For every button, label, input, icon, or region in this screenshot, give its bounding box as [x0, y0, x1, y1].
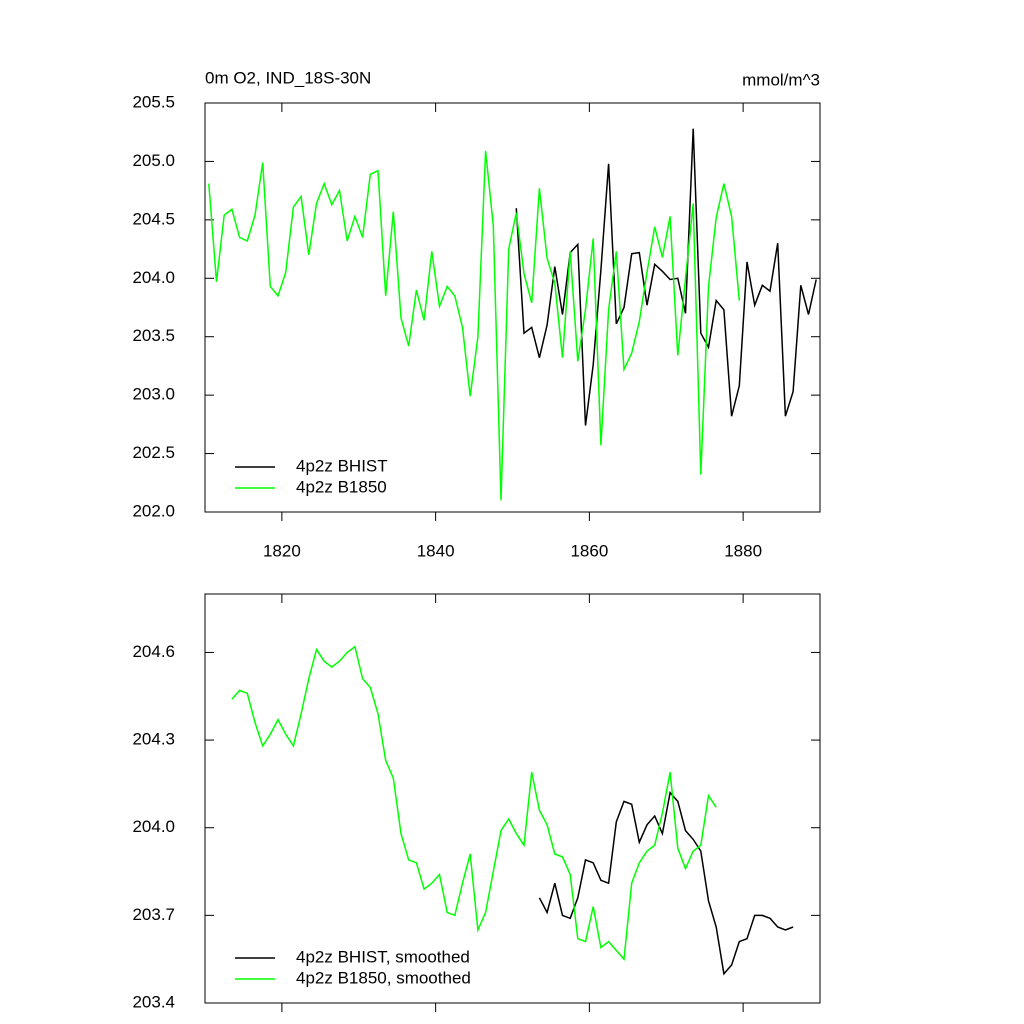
chart-title: 0m O2, IND_18S-30N	[205, 68, 371, 87]
y-tick-label: 205.0	[132, 151, 175, 170]
y-tick-label: 203.7	[132, 905, 175, 924]
x-tick-label: 1860	[570, 541, 608, 560]
plot-frame	[204, 593, 821, 1004]
plot-frame	[204, 102, 821, 513]
y-tick-label: 204.0	[132, 268, 175, 287]
y-tick-label: 204.6	[132, 642, 175, 661]
series-line	[208, 150, 741, 501]
legend-label: 4p2z BHIST	[296, 456, 388, 475]
x-tick-label: 1880	[724, 541, 762, 560]
series-line	[538, 791, 794, 976]
y-tick-label: 204.5	[132, 209, 175, 228]
y-tick-label: 204.3	[132, 730, 175, 749]
y-tick-label: 205.5	[132, 92, 175, 111]
series-line	[231, 645, 717, 961]
units-label: mmol/m^3	[742, 70, 820, 89]
y-tick-label: 202.0	[132, 501, 175, 520]
legend-label: 4p2z B1850, smoothed	[296, 968, 471, 987]
y-tick-label: 203.5	[132, 326, 175, 345]
y-tick-label: 203.0	[132, 385, 175, 404]
legend-label: 4p2z B1850	[296, 477, 387, 496]
x-tick-label: 1820	[263, 541, 301, 560]
y-tick-label: 204.0	[132, 817, 175, 836]
x-tick-label: 1840	[417, 541, 455, 560]
series-line	[515, 128, 817, 426]
y-tick-label: 203.4	[132, 992, 175, 1011]
y-tick-label: 202.5	[132, 443, 175, 462]
legend-label: 4p2z BHIST, smoothed	[296, 947, 470, 966]
